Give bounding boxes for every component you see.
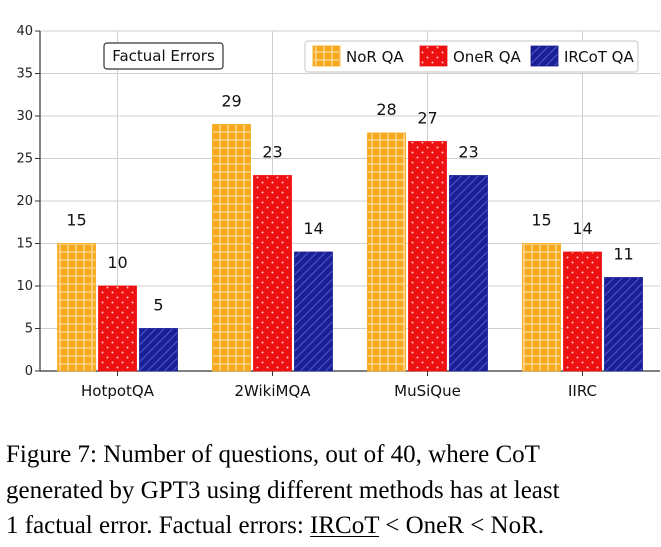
y-tick-label: 15	[16, 237, 33, 252]
y-tick-label: 20	[16, 194, 33, 209]
legend-swatch	[419, 45, 448, 67]
legend: NoR QA OneR QA IRCoT QA	[304, 40, 639, 73]
bar	[449, 175, 488, 372]
bar-value-label: 23	[458, 143, 478, 162]
bar-value-label: 14	[572, 219, 592, 238]
chart-title-box: Factual Errors	[103, 42, 224, 70]
caption-line-1: Figure 7: Number of questions, out of 40…	[6, 441, 540, 468]
bar-value-label: 27	[417, 109, 437, 128]
y-tick-label: 25	[16, 152, 33, 167]
y-tick-label: 10	[16, 279, 33, 294]
bar-value-label: 15	[66, 211, 86, 230]
caption-line-3: 1 factual error. Factual errors: IRCoT <…	[6, 508, 660, 544]
x-tick-label: MuSiQue	[394, 382, 461, 400]
bar-value-label: 11	[613, 245, 633, 264]
x-tick-label: IIRC	[568, 382, 597, 400]
legend-swatch	[312, 45, 341, 67]
bar	[98, 285, 137, 372]
bar-value-label: 15	[531, 211, 551, 230]
x-tick-label: HotpotQA	[81, 382, 155, 400]
bar	[294, 251, 333, 372]
bar-value-label: 29	[221, 92, 241, 111]
bar-value-label: 23	[262, 143, 282, 162]
caption-line-3-prefix: 1 factual error. Factual errors:	[6, 512, 311, 539]
bar	[408, 141, 447, 372]
factual-errors-bar-chart: 0 5 10 15 20 25 30 35 40 HotpotQA 2WikiMQA MuSiQue I…	[16, 24, 660, 400]
legend-label: IRCoT QA	[564, 48, 634, 66]
caption-line-2: generated by GPT3 using different method…	[6, 476, 560, 504]
y-tick-label: 0	[25, 364, 33, 379]
bar	[139, 328, 178, 372]
legend-label: NoR QA	[346, 48, 404, 66]
bar	[253, 175, 292, 372]
bar	[57, 243, 96, 372]
y-tick-label: 5	[25, 322, 33, 337]
y-tick-label: 30	[16, 109, 33, 124]
x-tick-label: 2WikiMQA	[234, 382, 311, 400]
bar	[522, 243, 561, 372]
bar-value-label: 28	[376, 100, 396, 119]
legend-label: OneR QA	[453, 48, 522, 66]
legend-swatch	[530, 45, 559, 67]
y-tick-label: 40	[16, 24, 33, 39]
chart-title: Factual Errors	[112, 47, 215, 65]
bar-value-label: 14	[303, 219, 323, 238]
caption-line-3-rest: < OneR < NoR.	[379, 512, 545, 539]
figure-caption: Figure 7: Number of questions, out of 40…	[6, 437, 660, 544]
y-tick-label: 35	[16, 67, 33, 82]
caption-ircot-underlined: IRCoT	[310, 512, 380, 539]
bar-value-label: 10	[107, 253, 127, 272]
bar	[367, 132, 406, 372]
bar	[563, 251, 602, 372]
chart-container: 0 5 10 15 20 25 30 35 40 HotpotQA 2WikiMQA MuSiQue I…	[16, 24, 660, 400]
bar	[212, 124, 251, 372]
bar	[604, 277, 643, 372]
bar-value-label: 5	[153, 296, 163, 315]
